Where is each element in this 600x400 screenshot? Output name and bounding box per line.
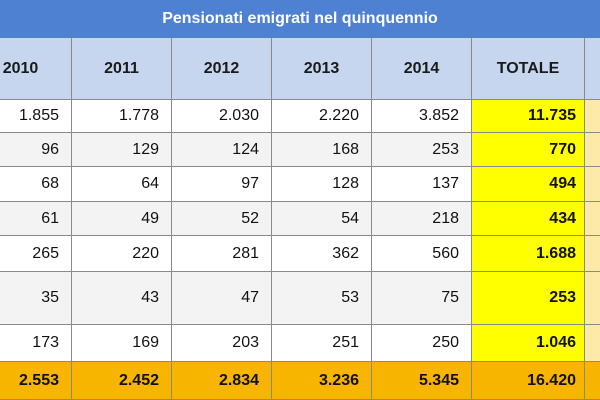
value-cell: 265 bbox=[0, 236, 72, 272]
total-cell: 11.735 bbox=[472, 100, 585, 133]
extra-cell bbox=[585, 167, 600, 202]
value-cell: 129 bbox=[72, 133, 172, 167]
value-cell: 251 bbox=[272, 325, 372, 362]
header-cell bbox=[585, 38, 600, 100]
grand-total-cell: 5.345 bbox=[372, 362, 472, 400]
value-cell: 1.855 bbox=[0, 100, 72, 133]
grand-total-cell: 16.420 bbox=[472, 362, 585, 400]
extra-cell bbox=[585, 133, 600, 167]
grand-total-cell: 3.236 bbox=[272, 362, 372, 400]
value-cell: 52 bbox=[172, 202, 272, 236]
value-cell: 96 bbox=[0, 133, 72, 167]
value-cell: 173 bbox=[0, 325, 72, 362]
grand-total-cell: 2.834 bbox=[172, 362, 272, 400]
total-cell: 770 bbox=[472, 133, 585, 167]
total-cell: 494 bbox=[472, 167, 585, 202]
value-cell: 253 bbox=[372, 133, 472, 167]
header-cell: 2013 bbox=[272, 38, 372, 100]
header-cell: TOTALE bbox=[472, 38, 585, 100]
extra-cell bbox=[585, 272, 600, 325]
value-cell: 1.778 bbox=[72, 100, 172, 133]
extra-cell bbox=[585, 362, 600, 400]
extra-cell bbox=[585, 236, 600, 272]
total-cell: 1.688 bbox=[472, 236, 585, 272]
value-cell: 169 bbox=[72, 325, 172, 362]
value-cell: 220 bbox=[72, 236, 172, 272]
grand-total-cell: 2.452 bbox=[72, 362, 172, 400]
value-cell: 560 bbox=[372, 236, 472, 272]
value-cell: 35 bbox=[0, 272, 72, 325]
value-cell: 281 bbox=[172, 236, 272, 272]
value-cell: 2.030 bbox=[172, 100, 272, 133]
value-cell: 124 bbox=[172, 133, 272, 167]
grand-total-cell: 2.553 bbox=[0, 362, 72, 400]
value-cell: 97 bbox=[172, 167, 272, 202]
table-title: Pensionati emigrati nel quinquennio bbox=[0, 0, 600, 38]
extra-cell bbox=[585, 325, 600, 362]
total-cell: 1.046 bbox=[472, 325, 585, 362]
value-cell: 61 bbox=[0, 202, 72, 236]
value-cell: 64 bbox=[72, 167, 172, 202]
value-cell: 47 bbox=[172, 272, 272, 325]
value-cell: 54 bbox=[272, 202, 372, 236]
value-cell: 203 bbox=[172, 325, 272, 362]
value-cell: 362 bbox=[272, 236, 372, 272]
value-cell: 168 bbox=[272, 133, 372, 167]
value-cell: 218 bbox=[372, 202, 472, 236]
header-cell: 2010 bbox=[0, 38, 72, 100]
value-cell: 68 bbox=[0, 167, 72, 202]
value-cell: 3.852 bbox=[372, 100, 472, 133]
total-cell: 434 bbox=[472, 202, 585, 236]
extra-cell bbox=[585, 202, 600, 236]
total-cell: 253 bbox=[472, 272, 585, 325]
extra-cell bbox=[585, 100, 600, 133]
value-cell: 43 bbox=[72, 272, 172, 325]
header-cell: 2012 bbox=[172, 38, 272, 100]
value-cell: 2.220 bbox=[272, 100, 372, 133]
value-cell: 49 bbox=[72, 202, 172, 236]
value-cell: 137 bbox=[372, 167, 472, 202]
value-cell: 53 bbox=[272, 272, 372, 325]
header-cell: 2014 bbox=[372, 38, 472, 100]
header-cell: 2011 bbox=[72, 38, 172, 100]
value-cell: 250 bbox=[372, 325, 472, 362]
value-cell: 75 bbox=[372, 272, 472, 325]
value-cell: 128 bbox=[272, 167, 372, 202]
